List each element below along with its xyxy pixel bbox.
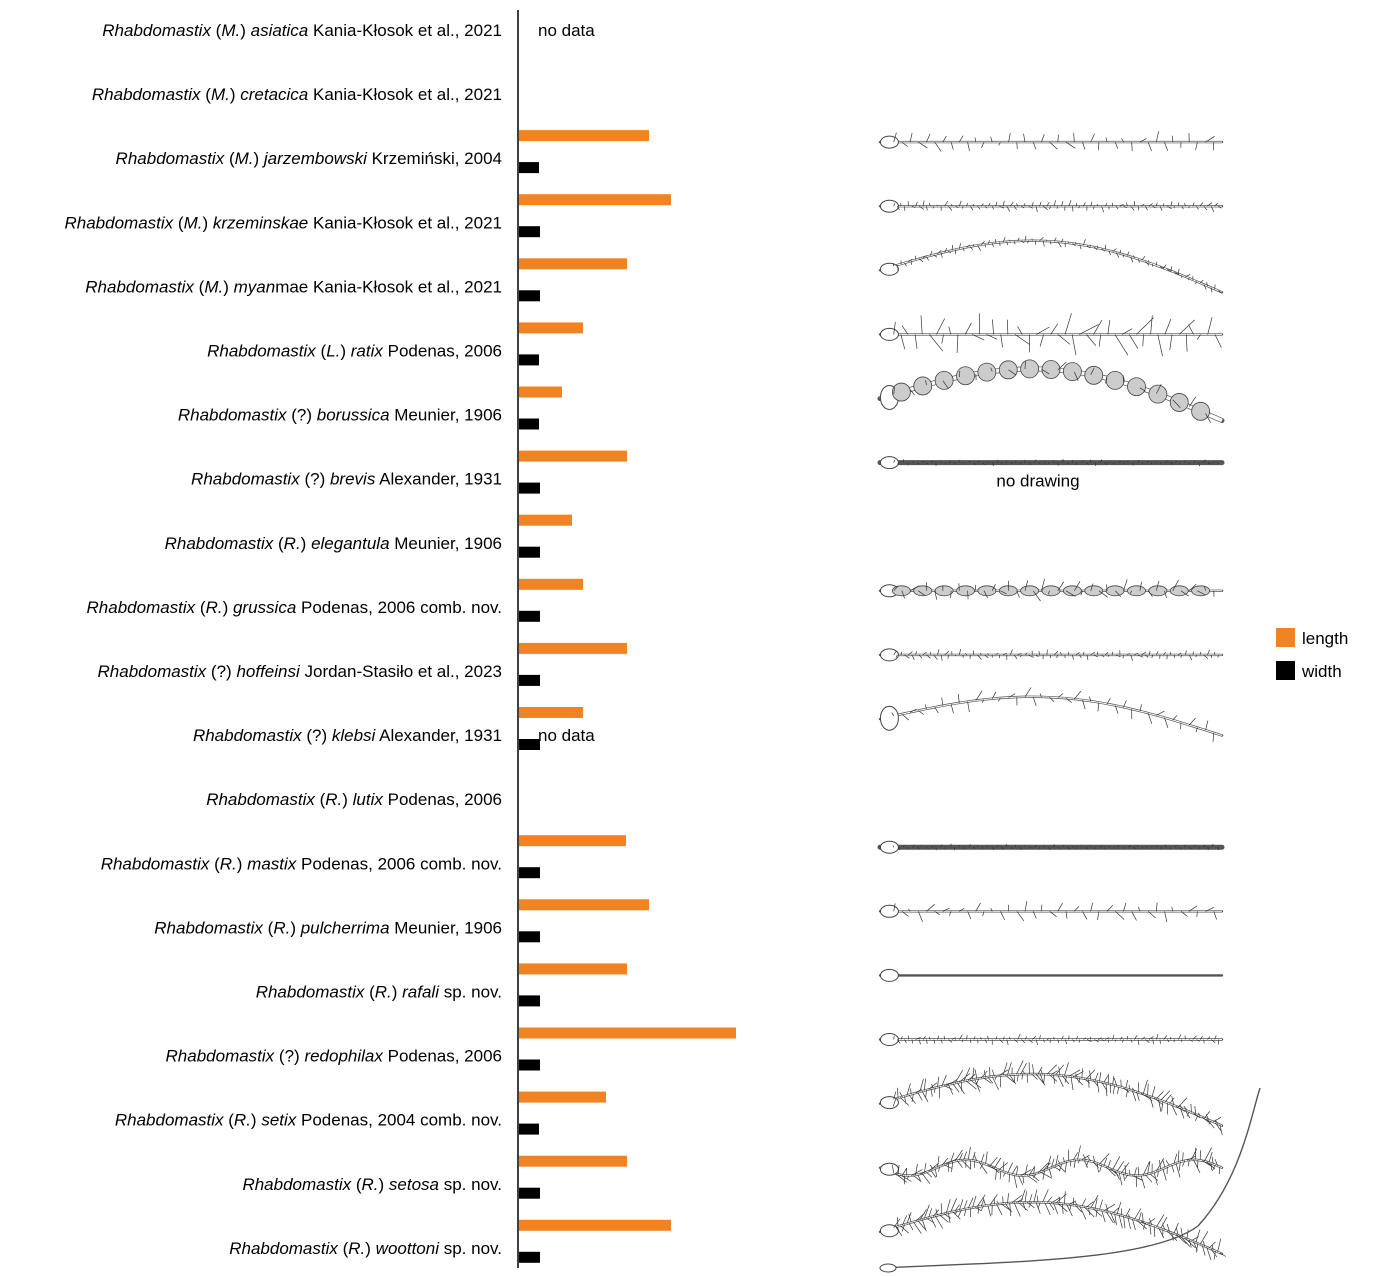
antenna-drawing (878, 131, 1224, 152)
species-label: Rhabdomastix (M.) asiatica Kania-Kłosok … (102, 21, 502, 40)
antenna-drawing (877, 359, 1225, 423)
bar-width (519, 1251, 540, 1263)
bar-length (519, 322, 583, 334)
bar-width (519, 610, 540, 622)
antenna-drawing (877, 840, 1225, 854)
species-label: Rhabdomastix (R.) setosa sp. nov. (242, 1175, 502, 1194)
legend-swatch-length (1276, 628, 1295, 647)
antenna-drawing (878, 578, 1224, 602)
bar-length (519, 1027, 736, 1039)
bar-length (519, 835, 626, 847)
antenna-drawing (878, 235, 1224, 294)
bar-length (519, 450, 627, 462)
antenna-drawing (879, 1087, 1261, 1273)
antenna-drawing (878, 901, 1224, 923)
species-label: Rhabdomastix (R.) setix Podenas, 2004 co… (115, 1111, 502, 1130)
bar-width (519, 739, 540, 750)
legend: length width (1276, 628, 1348, 681)
bar-length (519, 258, 627, 270)
bar-length (519, 194, 671, 206)
bar-length (519, 1091, 606, 1103)
bar-width (519, 995, 540, 1007)
legend-swatch-width (1276, 661, 1295, 680)
bar-length (519, 899, 649, 911)
antenna-drawing (878, 687, 1224, 742)
bar-width (519, 931, 540, 943)
bar-length (519, 707, 583, 718)
legend-label-width: width (1301, 662, 1342, 681)
bar-length (519, 130, 649, 142)
species-labels: Rhabdomastix (M.) asiatica Kania-Kłosok … (65, 21, 503, 1258)
bar-length (519, 514, 572, 526)
species-label: Rhabdomastix (M.) jarzembowski Krzemińsk… (116, 149, 502, 168)
species-label: Rhabdomastix (?) borussica Meunier, 1906 (178, 406, 502, 425)
species-label: Rhabdomastix (L.) ratix Podenas, 2006 (207, 342, 502, 361)
antenna-drawing (878, 648, 1224, 662)
species-label: Rhabdomastix (M.) myanmae Kania-Kłosok e… (85, 277, 502, 296)
species-label: Rhabdomastix (?) hoffeinsi Jordan-Stasił… (98, 662, 502, 681)
bar-length (519, 386, 562, 398)
antenna-drawing (878, 1060, 1224, 1136)
antenna-drawing (878, 1033, 1224, 1046)
antenna-drawing (878, 1145, 1224, 1189)
species-label: Rhabdomastix (R.) grussica Podenas, 2006… (87, 598, 502, 617)
bar-width (519, 482, 540, 494)
no-data-note: no data (538, 21, 595, 40)
bar-length (519, 578, 583, 590)
bar-width (519, 418, 539, 430)
antenna-drawing (878, 1189, 1226, 1261)
no-data-notes: no data no data no drawing (538, 21, 1080, 745)
species-label: Rhabdomastix (R.) mastix Podenas, 2006 c… (101, 854, 502, 873)
species-label: Rhabdomastix (R.) woottoni sp. nov. (229, 1239, 502, 1258)
antenna-drawings (877, 131, 1261, 1273)
species-label: Rhabdomastix (R.) pulcherrima Meunier, 1… (154, 918, 502, 937)
bar-width (519, 867, 540, 879)
bar-width (519, 226, 540, 238)
antenna-drawing (878, 968, 1224, 982)
bar-width (519, 1123, 539, 1135)
species-label: Rhabdomastix (?) redophilax Podenas, 200… (166, 1047, 502, 1066)
bars (519, 130, 736, 1263)
species-label: Rhabdomastix (R.) rafali sp. nov. (256, 983, 502, 1002)
species-label: Rhabdomastix (R.) elegantula Meunier, 19… (165, 534, 502, 553)
species-label: Rhabdomastix (?) brevis Alexander, 1931 (191, 470, 502, 489)
bar-length (519, 1155, 627, 1167)
bar-width (519, 674, 540, 686)
bar-width (519, 1059, 540, 1071)
species-label: Rhabdomastix (M.) cretacica Kania-Kłosok… (92, 85, 502, 104)
bar-width (519, 290, 540, 302)
bar-width (519, 1187, 540, 1199)
no-drawing-note: no drawing (996, 472, 1079, 491)
species-label: Rhabdomastix (?) klebsi Alexander, 1931 (193, 726, 502, 745)
bar-width (519, 546, 540, 558)
antenna-drawing (878, 199, 1224, 213)
species-label: Rhabdomastix (M.) krzeminskae Kania-Kłos… (65, 213, 503, 232)
no-data-note: no data (538, 726, 595, 745)
bar-width (519, 162, 539, 174)
legend-label-length: length (1302, 629, 1348, 648)
antenna-drawing (877, 456, 1225, 470)
bar-length (519, 642, 627, 654)
bar-length (519, 963, 627, 975)
antenna-drawing (878, 313, 1224, 357)
bar-width (519, 354, 539, 366)
bar-length (519, 1219, 671, 1231)
species-label: Rhabdomastix (R.) lutix Podenas, 2006 (206, 790, 502, 809)
